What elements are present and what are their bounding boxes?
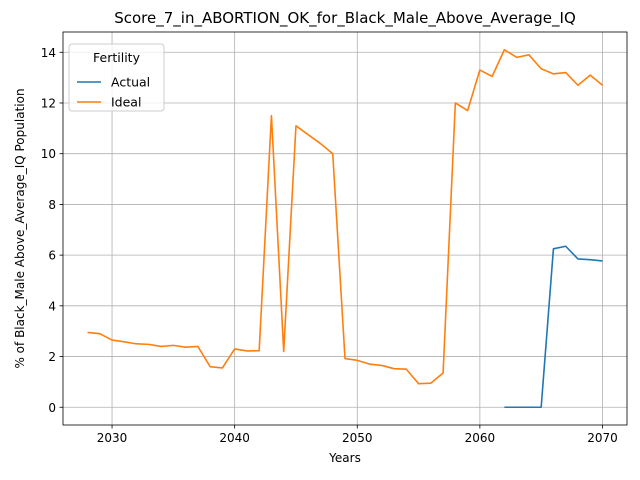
chart-title: Score_7_in_ABORTION_OK_for_Black_Male_Ab… [114,9,576,28]
x-tick-label: 2060 [465,431,496,445]
x-tick-label: 2070 [587,431,618,445]
y-tick-label: 12 [41,96,56,110]
x-axis-ticks: 2030 2040 2050 2060 2070 [97,425,618,445]
series-line-actual [504,245,603,409]
y-tick-label: 2 [48,350,56,364]
y-tick-label: 10 [41,147,56,161]
y-axis-label: % of Black_Male Above_Average_IQ Populat… [13,88,27,368]
series-line-ideal [87,48,603,385]
legend-title: Fertility [93,50,141,65]
legend-box [68,43,165,112]
y-tick-label: 14 [41,46,56,60]
grid-lines [63,32,627,425]
y-axis-ticks: 0 2 4 6 8 10 12 14 [41,46,63,415]
legend: Fertility Actual Ideal [68,43,165,112]
legend-label-actual: Actual [111,75,150,90]
y-tick-label: 8 [48,198,56,212]
x-axis-label: Years [328,451,361,465]
x-tick-label: 2040 [219,431,250,445]
legend-label-ideal: Ideal [111,95,141,110]
x-tick-label: 2050 [342,431,373,445]
axes-frame [62,31,628,426]
legend-items: Actual Ideal [77,75,150,110]
x-tick-label: 2030 [97,431,128,445]
y-tick-label: 4 [48,299,56,313]
plot-lines [87,48,603,409]
y-tick-label: 0 [48,401,56,415]
y-tick-label: 6 [48,249,56,263]
